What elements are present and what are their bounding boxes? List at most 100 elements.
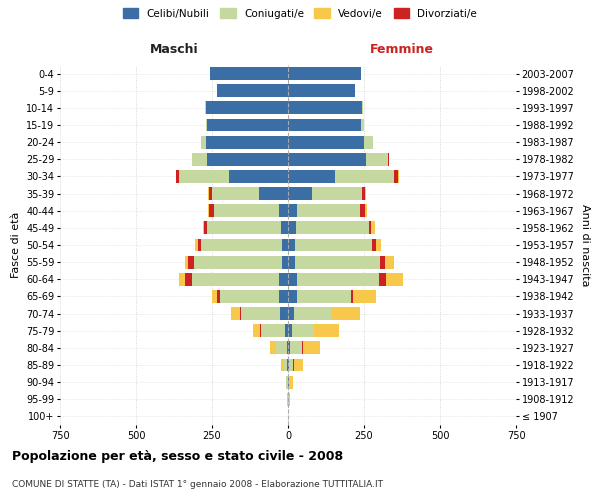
Bar <box>192 273 279 285</box>
Bar <box>289 376 290 388</box>
Bar <box>282 256 288 268</box>
Bar <box>286 376 287 388</box>
Bar <box>365 204 367 217</box>
Y-axis label: Anni di nascita: Anni di nascita <box>580 204 590 286</box>
Bar <box>208 204 209 217</box>
Bar <box>280 204 288 217</box>
Bar <box>192 153 208 166</box>
Bar <box>380 256 385 268</box>
Text: Femmine: Femmine <box>370 44 434 57</box>
Bar <box>285 324 288 337</box>
Bar <box>288 67 361 80</box>
Bar <box>231 307 240 320</box>
Bar <box>281 358 284 372</box>
Bar <box>253 324 260 337</box>
Bar <box>314 324 339 337</box>
Bar <box>279 290 288 303</box>
Bar <box>288 153 365 166</box>
Bar <box>288 273 297 285</box>
Bar <box>288 136 364 148</box>
Bar <box>290 342 302 354</box>
Bar <box>288 222 296 234</box>
Text: COMUNE DI STATTE (TA) - Dati ISTAT 1° gennaio 2008 - Elaborazione TUTTITALIA.IT: COMUNE DI STATTE (TA) - Dati ISTAT 1° ge… <box>12 480 383 489</box>
Bar <box>194 256 282 268</box>
Bar <box>302 342 303 354</box>
Bar <box>185 256 188 268</box>
Bar <box>288 376 289 388</box>
Bar <box>276 342 287 354</box>
Bar <box>365 187 366 200</box>
Bar <box>208 118 288 132</box>
Bar <box>203 222 205 234</box>
Bar <box>287 393 288 406</box>
Bar <box>292 324 314 337</box>
Bar <box>288 187 313 200</box>
Bar <box>282 238 288 252</box>
Bar <box>206 136 288 148</box>
Bar <box>288 118 361 132</box>
Bar <box>361 118 364 132</box>
Bar <box>295 238 372 252</box>
Bar <box>313 187 362 200</box>
Y-axis label: Fasce di età: Fasce di età <box>11 212 20 278</box>
Bar <box>385 256 394 268</box>
Bar <box>206 102 288 114</box>
Bar <box>205 102 206 114</box>
Bar <box>241 307 280 320</box>
Bar <box>202 238 282 252</box>
Bar <box>229 170 288 183</box>
Bar <box>212 290 217 303</box>
Bar <box>240 307 241 320</box>
Bar <box>288 238 295 252</box>
Bar <box>185 273 192 285</box>
Bar <box>208 153 288 166</box>
Bar <box>394 170 398 183</box>
Bar <box>176 170 179 183</box>
Bar <box>289 393 290 406</box>
Bar <box>191 153 192 166</box>
Bar <box>211 67 288 80</box>
Bar <box>288 290 296 303</box>
Bar <box>376 238 382 252</box>
Bar <box>280 307 288 320</box>
Bar <box>207 222 281 234</box>
Bar <box>287 358 288 372</box>
Bar <box>284 358 287 372</box>
Bar <box>288 102 362 114</box>
Bar <box>288 256 295 268</box>
Bar <box>379 273 386 285</box>
Bar <box>209 204 214 217</box>
Bar <box>351 290 353 303</box>
Bar <box>296 222 368 234</box>
Bar <box>362 102 364 114</box>
Bar <box>195 238 198 252</box>
Bar <box>335 170 394 183</box>
Bar <box>209 187 212 200</box>
Bar <box>214 204 280 217</box>
Bar <box>372 238 376 252</box>
Bar <box>288 84 355 97</box>
Bar <box>217 290 220 303</box>
Bar <box>260 324 285 337</box>
Bar <box>179 170 229 183</box>
Bar <box>271 342 276 354</box>
Bar <box>279 273 288 285</box>
Bar <box>295 256 380 268</box>
Bar <box>331 307 361 320</box>
Bar <box>386 273 403 285</box>
Bar <box>364 136 373 148</box>
Bar <box>288 307 294 320</box>
Bar <box>303 342 320 354</box>
Bar <box>208 187 209 200</box>
Bar <box>289 358 293 372</box>
Bar <box>287 342 288 354</box>
Bar <box>297 273 379 285</box>
Bar <box>294 307 331 320</box>
Bar <box>294 358 303 372</box>
Bar <box>296 204 361 217</box>
Bar <box>362 187 365 200</box>
Bar <box>368 222 371 234</box>
Bar <box>217 84 288 97</box>
Legend: Celibi/Nubili, Coniugati/e, Vedovi/e, Divorziati/e: Celibi/Nubili, Coniugati/e, Vedovi/e, Di… <box>119 5 481 21</box>
Bar <box>259 187 288 200</box>
